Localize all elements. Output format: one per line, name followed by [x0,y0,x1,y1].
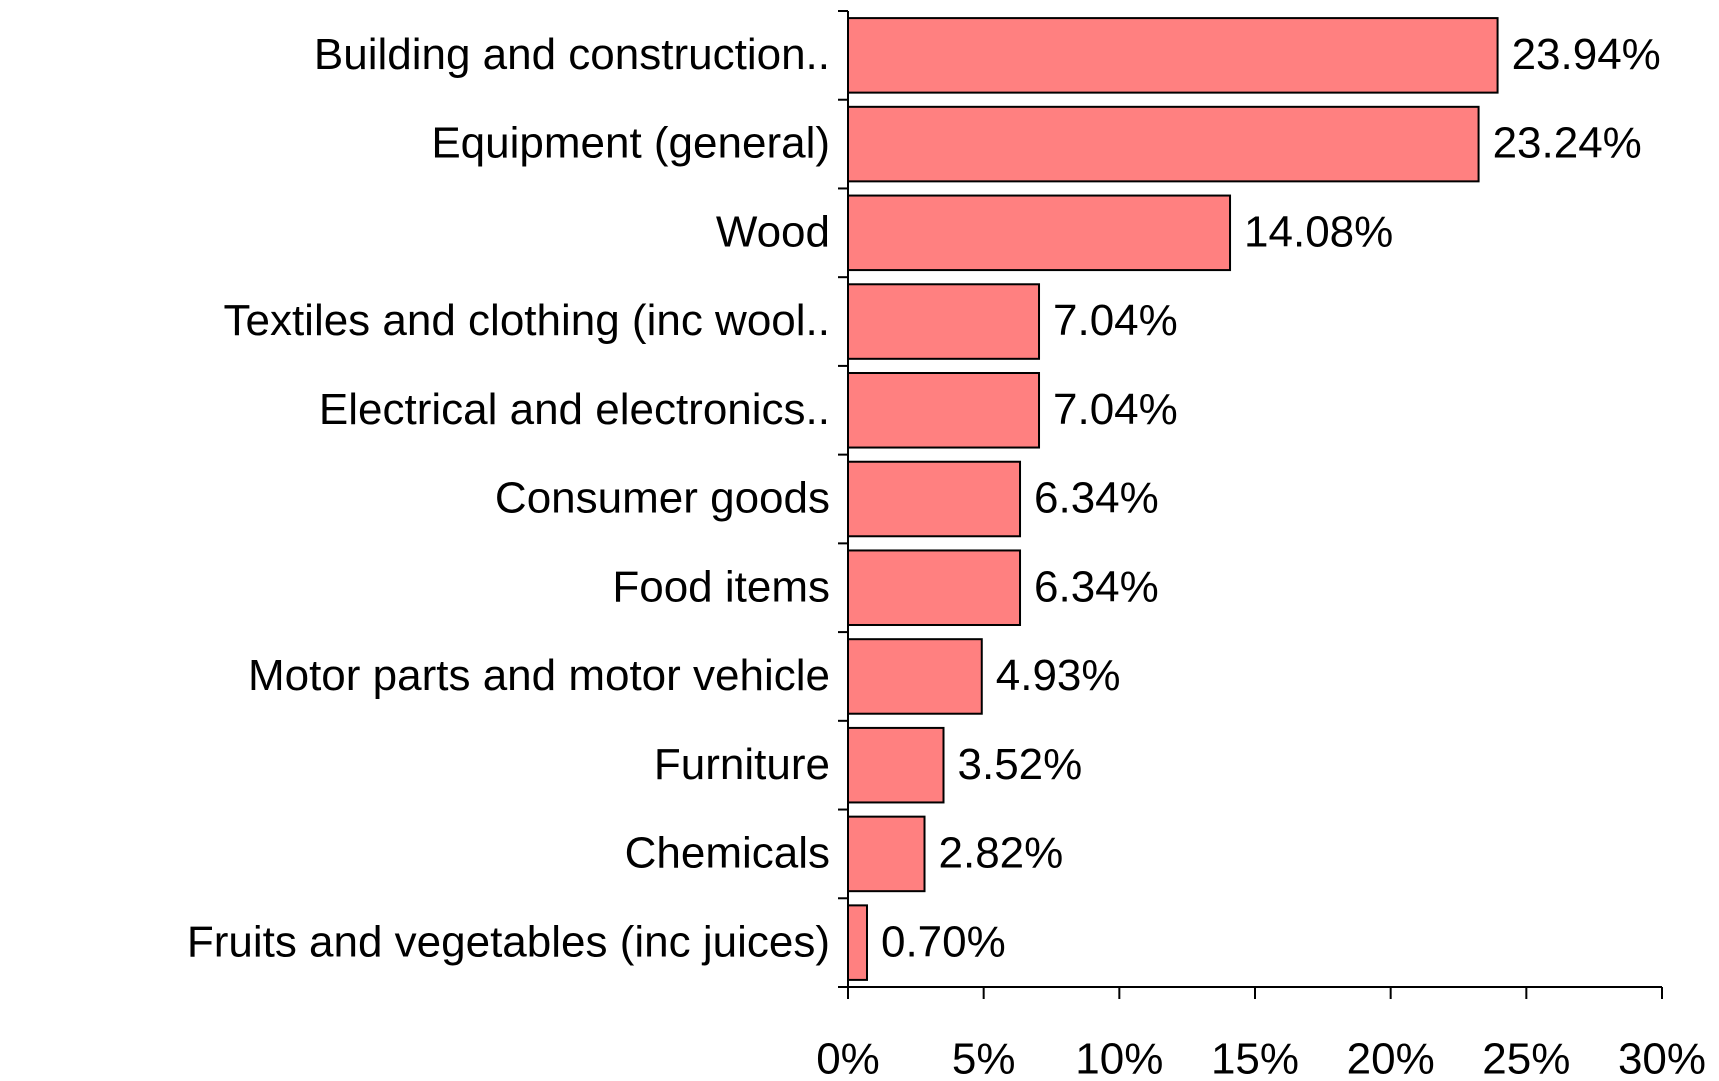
y-tick-label: Electrical and electronics.. [319,385,830,434]
bar [847,105,1480,183]
x-tick-label: 15% [1211,1035,1299,1081]
value-label: 4.93% [996,651,1121,700]
bar [847,638,983,715]
bar [847,904,868,981]
value-label: 7.04% [1053,385,1178,434]
y-tick-label: Consumer goods [495,474,830,523]
value-label: 14.08% [1244,207,1393,256]
x-tick-label: 5% [952,1035,1016,1081]
x-tick-label: 30% [1618,1035,1706,1081]
x-tick-label: 25% [1482,1035,1570,1081]
value-label: 2.82% [939,829,1064,878]
y-tick-label: Textiles and clothing (inc wool.. [223,296,830,345]
y-tick-label: Equipment (general) [431,119,830,168]
bar [847,549,1022,626]
x-tick-label: 0% [816,1035,880,1081]
bar [847,726,945,804]
bar [847,372,1041,449]
y-tick-label: Fruits and vegetables (inc juices) [187,917,830,966]
bar [847,460,1022,538]
x-tick-label: 20% [1347,1035,1435,1081]
y-tick-label: Furniture [654,740,830,789]
y-tick-label: Chemicals [625,829,830,878]
bar [847,17,1499,94]
y-tick-label: Building and construction.. [314,30,830,79]
value-label: 6.34% [1034,562,1159,611]
bar [847,283,1041,360]
value-label: 23.94% [1512,30,1661,79]
value-label: 7.04% [1053,296,1178,345]
value-label: 23.24% [1493,119,1642,168]
x-tick-label: 10% [1075,1035,1163,1081]
y-tick-label: Motor parts and motor vehicle [248,651,830,700]
value-label: 6.34% [1034,474,1159,523]
y-tick-label: Wood [716,207,830,256]
bar [847,815,926,893]
value-label: 3.52% [958,740,1083,789]
value-label: 0.70% [881,917,1006,966]
y-tick-label: Food items [612,562,830,611]
bar [847,194,1232,272]
